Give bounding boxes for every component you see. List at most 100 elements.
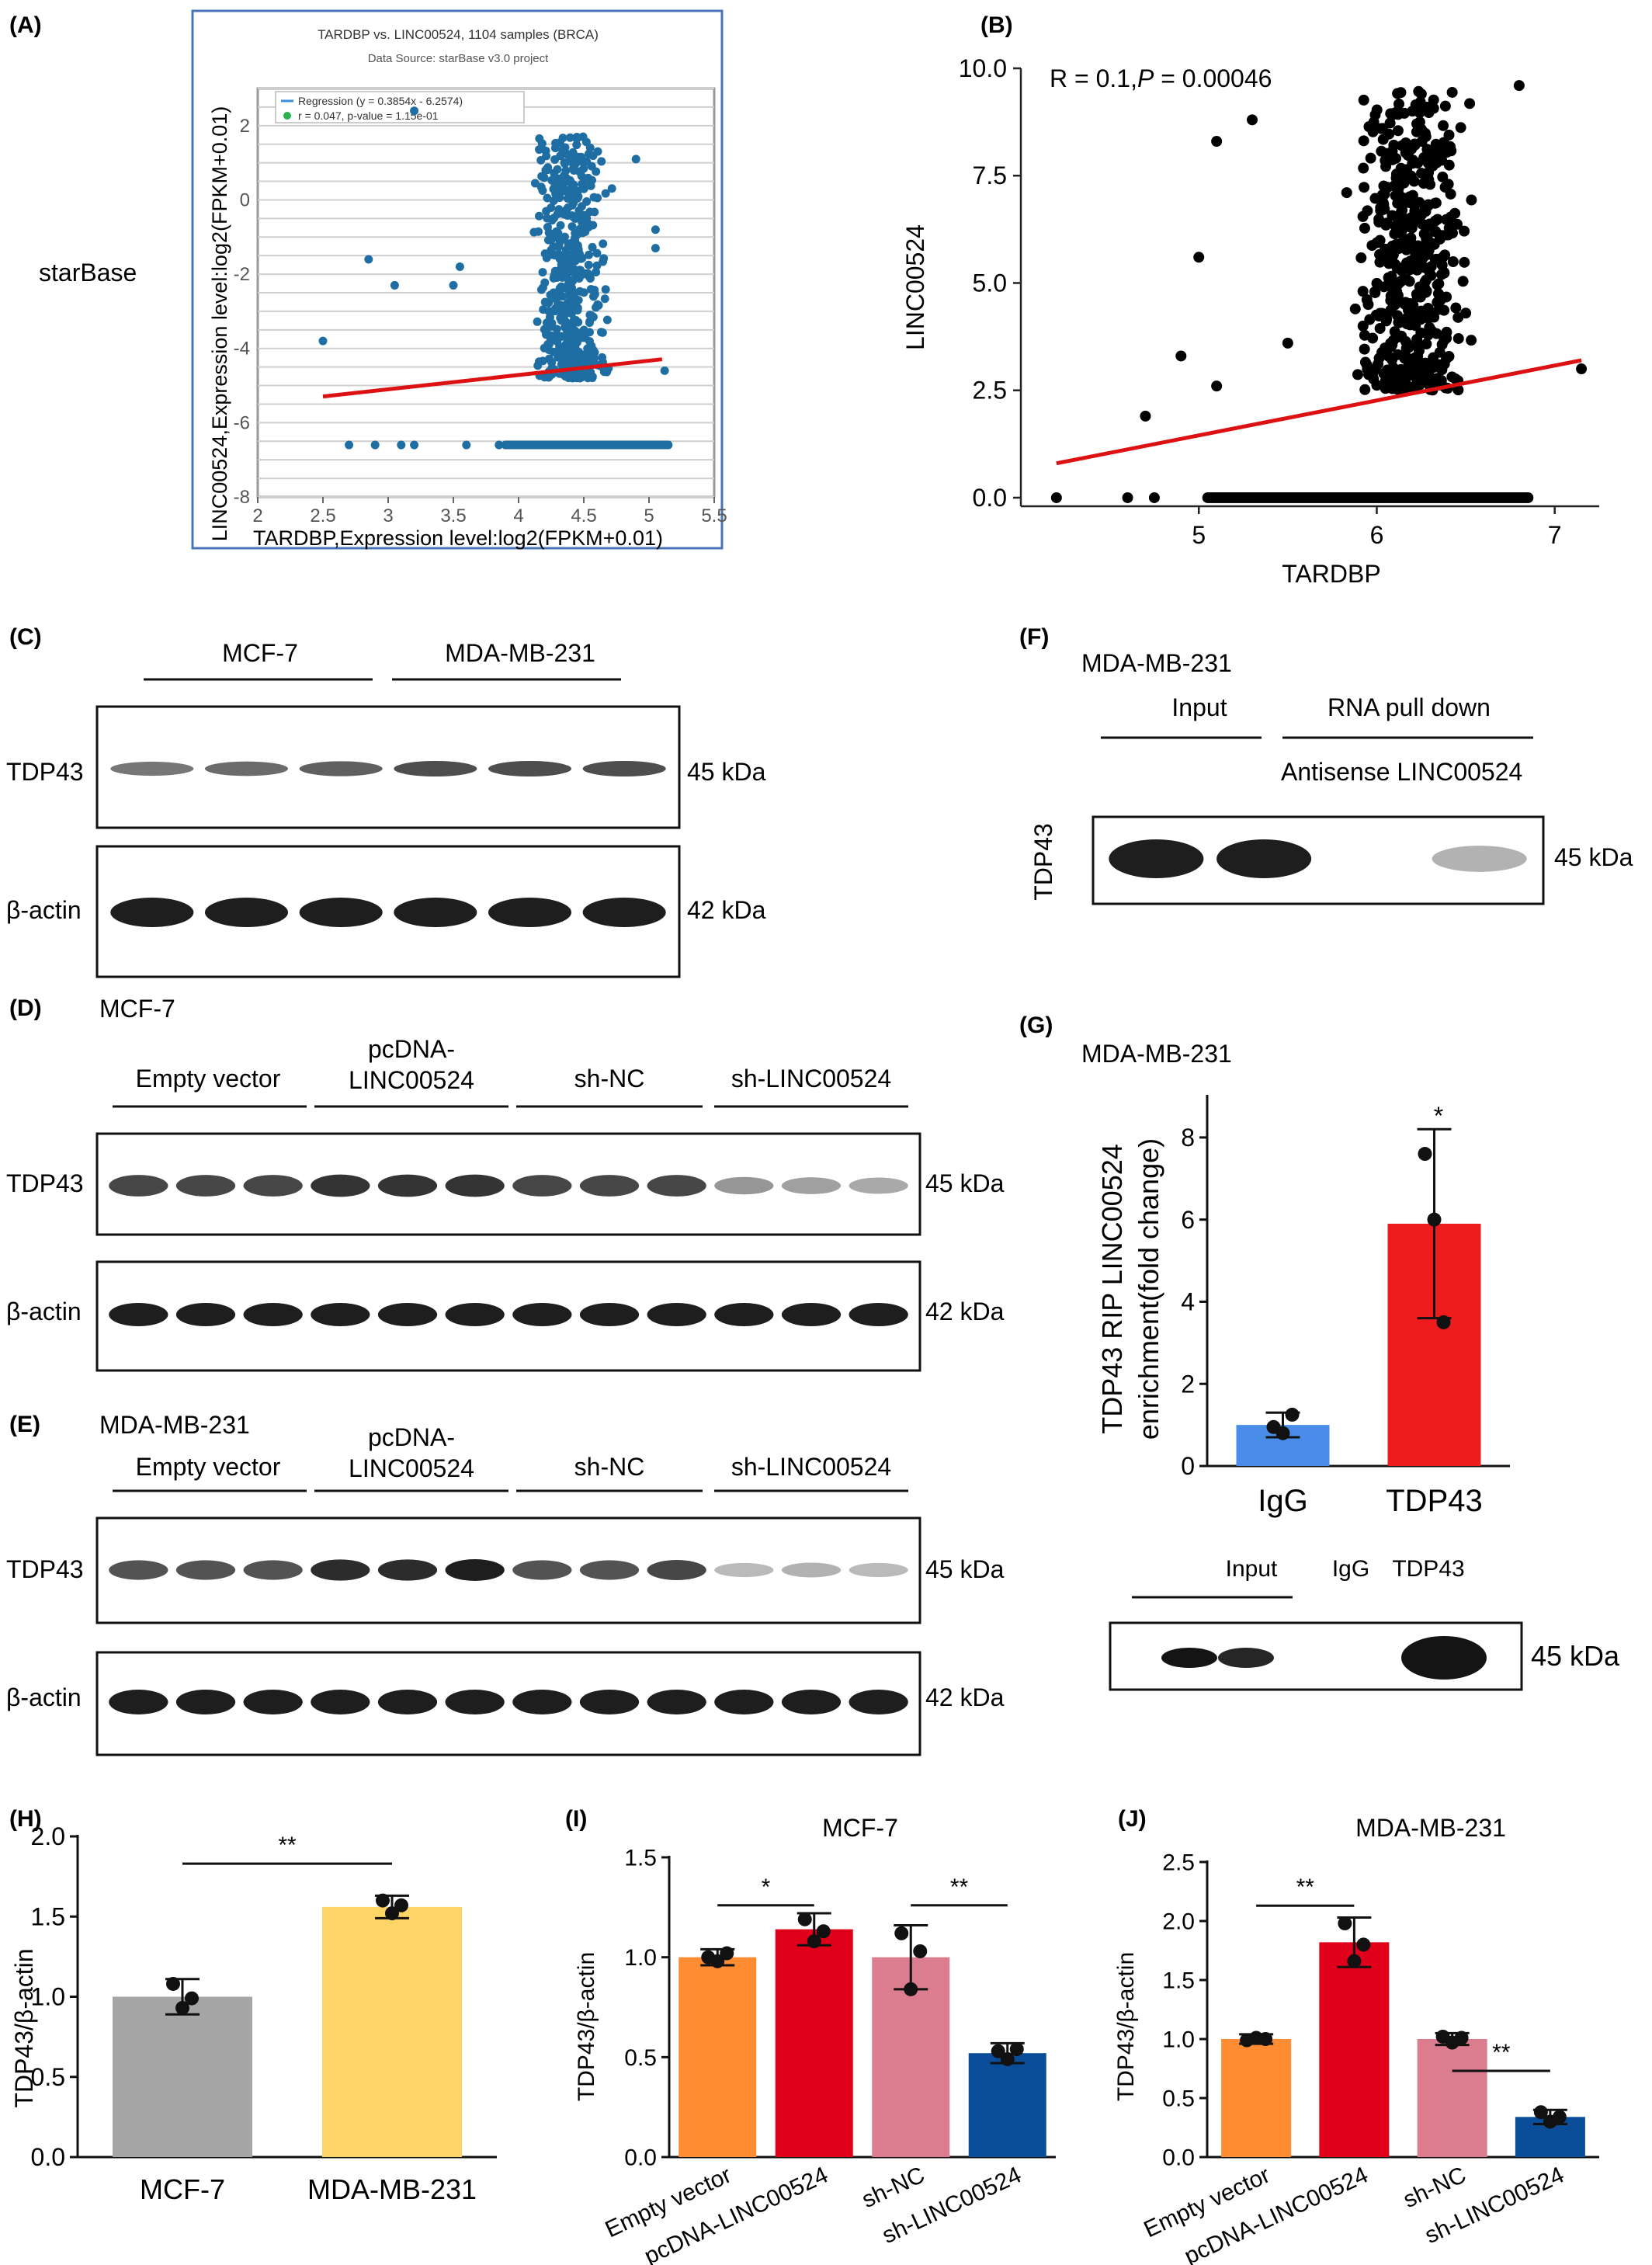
data-point [1419,276,1431,288]
panel-i: (I) MCF-7 TDP43/β-actin 0.00.51.01.5Empt… [565,1806,1056,2265]
blot-band [781,1303,842,1326]
y-tick-label: 0.5 [624,2045,657,2071]
data-point [1193,252,1205,263]
data-point [1428,102,1439,114]
bar [775,1929,853,2157]
data-point [1390,280,1402,292]
blot-band [647,1175,706,1197]
blot-band [243,1690,303,1714]
data-point [586,284,595,294]
data-point [1374,322,1386,334]
data-point [1415,314,1427,325]
blot-band [394,760,477,777]
data-point [1368,373,1380,385]
blot-e-cell-line: MDA-MB-231 [99,1411,250,1439]
blot-g-bands [1161,1636,1487,1680]
bar [968,2053,1046,2157]
data-point [410,106,419,116]
data-point [1373,353,1385,364]
data-point [1405,194,1417,206]
data-point [1433,304,1445,315]
data-point [567,255,576,265]
panel-j: (J) MDA-MB-231 TDP43/β-actin 0.0 0.5 1.0 1.… [1113,1806,1599,2265]
chart-g-cell-line: MDA-MB-231 [1081,1040,1232,1068]
chart-b-annotation-p: P [1137,64,1154,92]
data-point [552,227,561,236]
data-point [1376,145,1387,157]
data-point [1383,128,1395,140]
y-tick-label: 0.0 [1162,2145,1195,2171]
panel-label-a: (A) [9,12,42,38]
blot-d-group-shlinc: sh-LINC00524 [731,1065,891,1093]
y-tick-label: 10.0 [959,54,1007,82]
blot-band [781,1562,842,1578]
data-point [1373,217,1385,228]
x-tick-label: 2 [252,505,262,526]
blot-band [488,898,572,927]
data-point [1437,171,1449,182]
blot-band [110,761,194,776]
blot-band [714,1562,774,1578]
data-point [542,151,551,161]
data-point [1275,1426,1290,1440]
blot-band [781,1690,842,1714]
chart-a-regression-line [322,357,663,399]
side-label-starbase: starBase [39,259,137,287]
blot-band [377,1303,438,1326]
blot-e-group-empty: Empty vector [136,1453,281,1481]
data-point [1396,221,1407,232]
data-point [568,320,578,329]
chart-b-ylabel: LINC00524 [901,224,929,350]
blot-d-bands [109,1174,908,1326]
blot-band [1432,846,1527,872]
data-point [1390,168,1402,180]
blot-g-group-input: Input [1226,1556,1278,1582]
y-tick-label: 0.5 [31,2063,65,2091]
chart-a-legend [275,91,525,123]
legend-r-swatch [283,112,291,120]
blot-band [1218,1648,1274,1668]
data-point [1359,182,1370,193]
y-tick-label: 1.5 [624,1846,657,1871]
data-point [1428,94,1439,106]
y-tick-label: 7.5 [973,162,1007,189]
data-point [1447,256,1459,268]
data-point [1438,120,1449,131]
data-point [1466,335,1477,346]
data-point [1421,304,1432,316]
data-point [991,2044,1005,2058]
data-point [571,158,581,168]
y-tick-label: -8 [234,487,250,508]
data-point [1338,1916,1352,1931]
data-point [534,211,543,221]
data-point [1371,277,1383,289]
data-point [1285,1407,1300,1422]
data-point [1359,222,1370,234]
blot-band [1216,839,1312,878]
y-tick-label: 2.0 [1162,1909,1195,1935]
data-point [551,138,560,148]
chart-b-points [1050,80,1588,503]
blot-band [243,1303,303,1326]
data-point [565,133,574,142]
data-point [1358,94,1369,106]
y-tick-label: 6 [1181,1206,1195,1234]
chart-a-subtitle: Data Source: starBase v3.0 project [368,52,549,65]
data-point [651,225,660,234]
blot-c-row-bactin: β-actin [6,896,82,924]
blot-e-group-pcdna: pcDNA- [368,1423,455,1451]
data-point [1513,80,1525,92]
data-point [1389,243,1400,255]
data-point [1432,288,1444,300]
blot-e-row-tdp43: TDP43 [6,1555,84,1583]
data-point [1429,226,1441,238]
data-point [1459,225,1470,237]
data-point [577,373,586,382]
data-point [1375,202,1386,214]
data-point [572,338,581,347]
data-point [1396,206,1407,217]
blot-band [647,1303,706,1326]
data-point [1401,318,1413,330]
